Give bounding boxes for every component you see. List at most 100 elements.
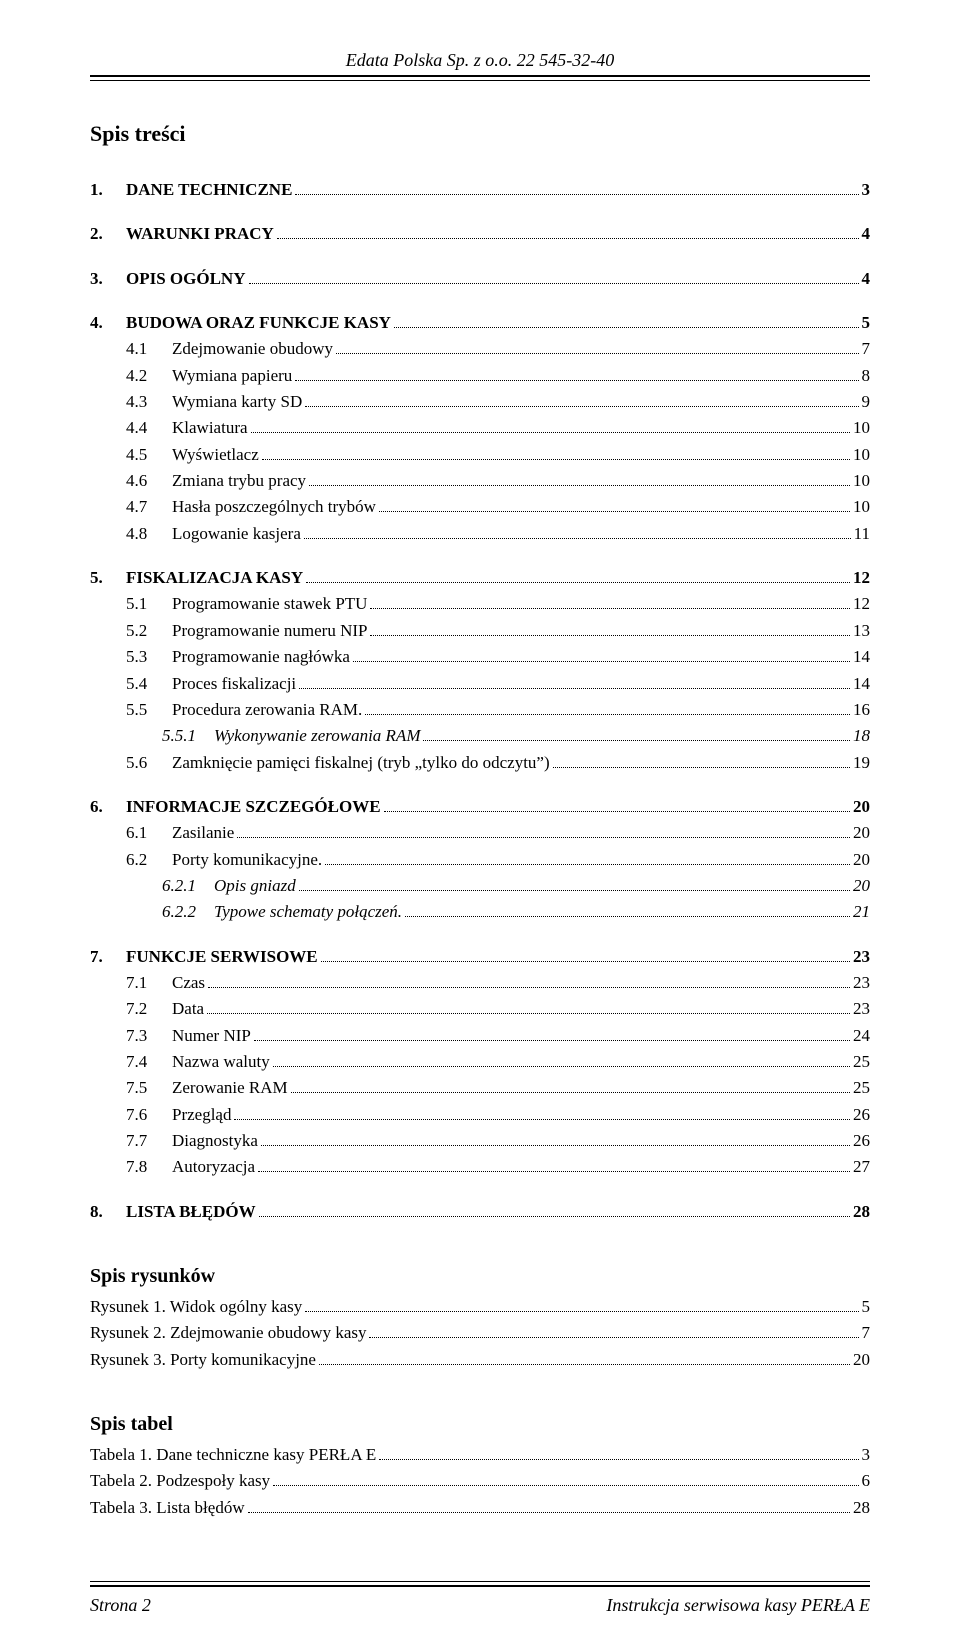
toc-label: Procedura zerowania RAM. — [172, 697, 362, 723]
document-page: Edata Polska Sp. z o.o. 22 545-32-40 Spi… — [0, 0, 960, 1646]
toc-entry: 7.7Diagnostyka 26 — [126, 1128, 870, 1154]
toc-label: Hasła poszczególnych trybów — [172, 494, 376, 520]
toc-entry: 6.2.1Opis gniazd 20 — [162, 873, 870, 899]
toc-number: 4. — [90, 310, 126, 336]
toc-leader — [295, 380, 858, 381]
toc-leader — [259, 1216, 850, 1217]
list-label: Tabela 1. Dane techniczne kasy PERŁA E — [90, 1442, 376, 1468]
toc-leader — [273, 1066, 850, 1067]
toc-entry: 2.WARUNKI PRACY 4 — [90, 221, 870, 247]
toc-number: 6.2 — [126, 847, 168, 873]
toc-entry: 4.2Wymiana papieru 8 — [126, 363, 870, 389]
list-label: Rysunek 1. Widok ogólny kasy — [90, 1294, 302, 1320]
list-leader — [273, 1485, 858, 1486]
toc-number: 7.4 — [126, 1049, 168, 1075]
toc-label: Diagnostyka — [172, 1128, 258, 1154]
toc-number: 8. — [90, 1199, 126, 1225]
toc-page: 20 — [853, 794, 870, 820]
toc-leader — [336, 353, 859, 354]
toc-label: Programowanie stawek PTU — [172, 591, 367, 617]
toc-number: 1. — [90, 177, 126, 203]
list-label: Rysunek 3. Porty komunikacyjne — [90, 1347, 316, 1373]
toc-label: Zamknięcie pamięci fiskalnej (tryb „tylk… — [172, 750, 550, 776]
toc-label: Klawiatura — [172, 415, 248, 441]
list-page: 6 — [862, 1468, 871, 1494]
list-entry: Tabela 2. Podzespoły kasy 6 — [90, 1468, 870, 1494]
toc-page: 18 — [853, 723, 870, 749]
toc-page: 23 — [853, 970, 870, 996]
toc-leader — [553, 767, 850, 768]
list-entry: Rysunek 3. Porty komunikacyjne 20 — [90, 1347, 870, 1373]
toc-page: 8 — [862, 363, 871, 389]
list-entry: Rysunek 1. Widok ogólny kasy 5 — [90, 1294, 870, 1320]
figures-list: Rysunek 1. Widok ogólny kasy 5Rysunek 2.… — [90, 1294, 870, 1373]
toc-leader — [262, 459, 850, 460]
toc-label: FUNKCJE SERWISOWE — [126, 944, 318, 970]
toc-label: Typowe schematy połączeń. — [214, 899, 402, 925]
toc-leader — [306, 582, 850, 583]
toc-number: 4.4 — [126, 415, 168, 441]
page-header: Edata Polska Sp. z o.o. 22 545-32-40 — [90, 50, 870, 71]
toc-page: 11 — [854, 521, 870, 547]
toc-page: 28 — [853, 1199, 870, 1225]
toc-entry: 7.FUNKCJE SERWISOWE 23 — [90, 944, 870, 970]
toc-number: 5.2 — [126, 618, 168, 644]
toc-leader — [370, 635, 850, 636]
toc-entry: 3.OPIS OGÓLNY 4 — [90, 266, 870, 292]
list-entry: Rysunek 2. Zdejmowanie obudowy kasy 7 — [90, 1320, 870, 1346]
toc-number: 6.2.2 — [162, 899, 214, 925]
toc-leader — [405, 916, 850, 917]
toc-label: Autoryzacja — [172, 1154, 255, 1180]
toc-entry: 7.1Czas 23 — [126, 970, 870, 996]
toc-entry: 4.5Wyświetlacz 10 — [126, 442, 870, 468]
table-of-contents: 1.DANE TECHNICZNE 3 2.WARUNKI PRACY 4 3.OP… — [90, 177, 870, 1225]
figures-title: Spis rysunków — [90, 1265, 870, 1288]
toc-number: 7.6 — [126, 1102, 168, 1128]
toc-label: Logowanie kasjera — [172, 521, 301, 547]
toc-number: 7.3 — [126, 1023, 168, 1049]
toc-label: DANE TECHNICZNE — [126, 177, 292, 203]
toc-number: 6. — [90, 794, 126, 820]
toc-leader — [207, 1013, 850, 1014]
toc-entry: 6.2.2Typowe schematy połączeń. 21 — [162, 899, 870, 925]
toc-label: Wymiana karty SD — [172, 389, 302, 415]
toc-entry: 4.8Logowanie kasjera 11 — [126, 521, 870, 547]
list-label: Tabela 3. Lista błędów — [90, 1495, 245, 1521]
toc-entry: 5.5.1Wykonywanie zerowania RAM 18 — [162, 723, 870, 749]
list-page: 3 — [862, 1442, 871, 1468]
toc-label: FISKALIZACJA KASY — [126, 565, 303, 591]
toc-page: 9 — [862, 389, 871, 415]
toc-number: 4.8 — [126, 521, 168, 547]
toc-number: 4.6 — [126, 468, 168, 494]
toc-label: Zasilanie — [172, 820, 234, 846]
toc-label: Proces fiskalizacji — [172, 671, 296, 697]
toc-leader — [394, 327, 859, 328]
toc-entry: 6.1Zasilanie 20 — [126, 820, 870, 846]
toc-entry: 1.DANE TECHNICZNE 3 — [90, 177, 870, 203]
toc-label: Nazwa waluty — [172, 1049, 270, 1075]
toc-number: 5.1 — [126, 591, 168, 617]
toc-page: 10 — [853, 494, 870, 520]
toc-page: 21 — [853, 899, 870, 925]
toc-number: 2. — [90, 221, 126, 247]
toc-entry: 4.6Zmiana trybu pracy 10 — [126, 468, 870, 494]
footer-rule — [90, 1581, 870, 1587]
toc-number: 5.5 — [126, 697, 168, 723]
toc-number: 6.2.1 — [162, 873, 214, 899]
toc-label: Opis gniazd — [214, 873, 296, 899]
toc-page: 14 — [853, 671, 870, 697]
toc-page: 7 — [862, 336, 871, 362]
toc-label: Wykonywanie zerowania RAM — [214, 723, 420, 749]
toc-page: 4 — [862, 266, 871, 292]
toc-page: 3 — [862, 177, 871, 203]
toc-entry: 5.5Procedura zerowania RAM. 16 — [126, 697, 870, 723]
toc-page: 14 — [853, 644, 870, 670]
toc-label: Numer NIP — [172, 1023, 251, 1049]
toc-page: 26 — [853, 1102, 870, 1128]
toc-leader — [370, 608, 850, 609]
toc-page: 4 — [862, 221, 871, 247]
toc-entry: 7.4Nazwa waluty 25 — [126, 1049, 870, 1075]
toc-number: 3. — [90, 266, 126, 292]
toc-leader — [291, 1092, 850, 1093]
toc-leader — [309, 485, 850, 486]
